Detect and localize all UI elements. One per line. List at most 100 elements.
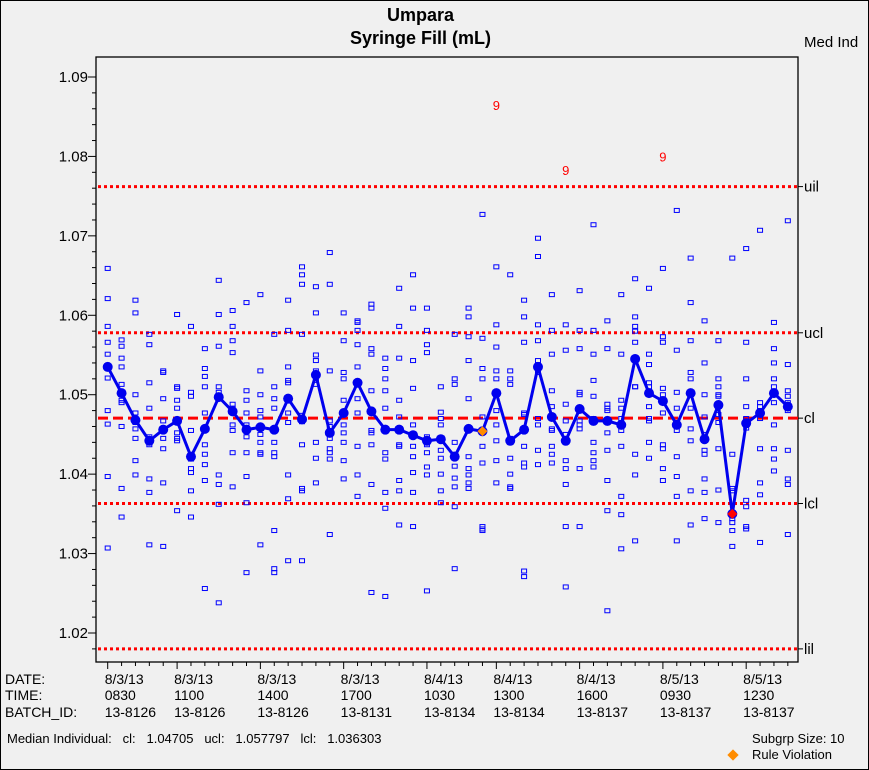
individual-point [423,305,430,311]
individual-point [729,255,736,261]
individual-point [118,423,125,429]
median-point [491,388,502,399]
individual-point [215,384,222,390]
individual-point [715,446,722,452]
individual-point [590,458,597,464]
individual-point [451,376,458,382]
individual-point [465,466,472,472]
individual-point [215,343,222,349]
individual-point [368,481,375,487]
individual-point [507,272,514,278]
individual-point [215,501,222,507]
individual-point [187,514,194,520]
x-label-time: 0830 [104,687,136,703]
individual-point [118,400,125,406]
individual-point [326,368,333,374]
individual-point [146,405,153,411]
median-point [102,361,113,372]
individual-point [618,493,625,499]
individual-point [132,458,139,464]
violation-annotation: 9 [659,149,666,164]
x-label-batch: 13-8137 [576,704,628,720]
individual-point [174,430,181,436]
individual-point [687,405,694,411]
violation-annotation: 9 [562,163,569,178]
individual-point [604,346,611,352]
individual-point [618,292,625,298]
individual-point [604,508,611,514]
individual-point [562,524,569,530]
individual-point [187,488,194,494]
individual-point [243,300,250,306]
individual-point [187,393,194,399]
individual-point [590,450,597,456]
individual-point [659,410,666,416]
individual-point [618,351,625,357]
individual-point [396,522,403,528]
median-point [644,388,655,399]
median-point [435,434,446,445]
x-label-date: 8/4/13 [493,671,533,687]
individual-point [576,288,583,294]
individual-point [743,497,750,503]
individual-point [479,414,486,420]
individual-point [285,364,292,370]
individual-point [784,388,791,394]
rule-violation-marker [477,426,488,437]
individual-point [340,369,347,375]
individual-point [104,339,111,345]
rule-violation-marker [727,508,738,519]
individual-point [548,388,555,394]
individual-point [382,593,389,599]
individual-point [382,365,389,371]
individual-point [423,464,430,470]
individual-point [285,496,292,502]
individual-point [104,296,111,302]
individual-point [160,480,167,486]
individual-point [576,524,583,530]
x-label-batch: 13-8126 [104,704,157,720]
individual-point [562,458,569,464]
lcl-label: lcl: [300,731,317,746]
x-label-batch: 13-8134 [493,704,545,720]
individual-point [410,489,417,495]
individual-point [618,397,625,403]
individual-point [312,284,319,290]
y-tick-label: 1.07 [59,228,88,245]
individual-point [174,508,181,514]
individual-point [493,264,500,270]
individual-point [201,384,208,390]
individual-point [201,586,208,592]
individual-point [160,446,167,452]
x-label-time: 0930 [659,687,692,703]
individual-point [548,460,555,466]
individual-point [493,422,500,428]
individual-point [382,405,389,411]
individual-point [646,455,653,461]
individual-point [437,416,444,422]
individual-point [548,327,555,333]
x-label-date: 8/3/13 [257,671,297,687]
x-label-time: 1400 [257,687,289,703]
individual-point [590,464,597,470]
individual-point [493,322,500,328]
individual-point [410,443,417,449]
individual-point [659,466,666,472]
individual-point [576,346,583,352]
median-point [241,424,252,435]
control-line-label-cl: cl [804,410,815,427]
individual-point [423,350,430,356]
individual-point [687,255,694,261]
individual-point [437,447,444,453]
individual-point [784,447,791,453]
individual-point [757,492,764,498]
median-point [574,404,585,415]
median-point [227,406,238,417]
x-label-date: 8/3/13 [174,671,214,687]
individual-point [396,443,403,449]
individual-point [243,410,250,416]
individual-point [118,355,125,361]
individual-point [382,388,389,394]
individual-point [340,430,347,436]
individual-point [701,392,708,398]
